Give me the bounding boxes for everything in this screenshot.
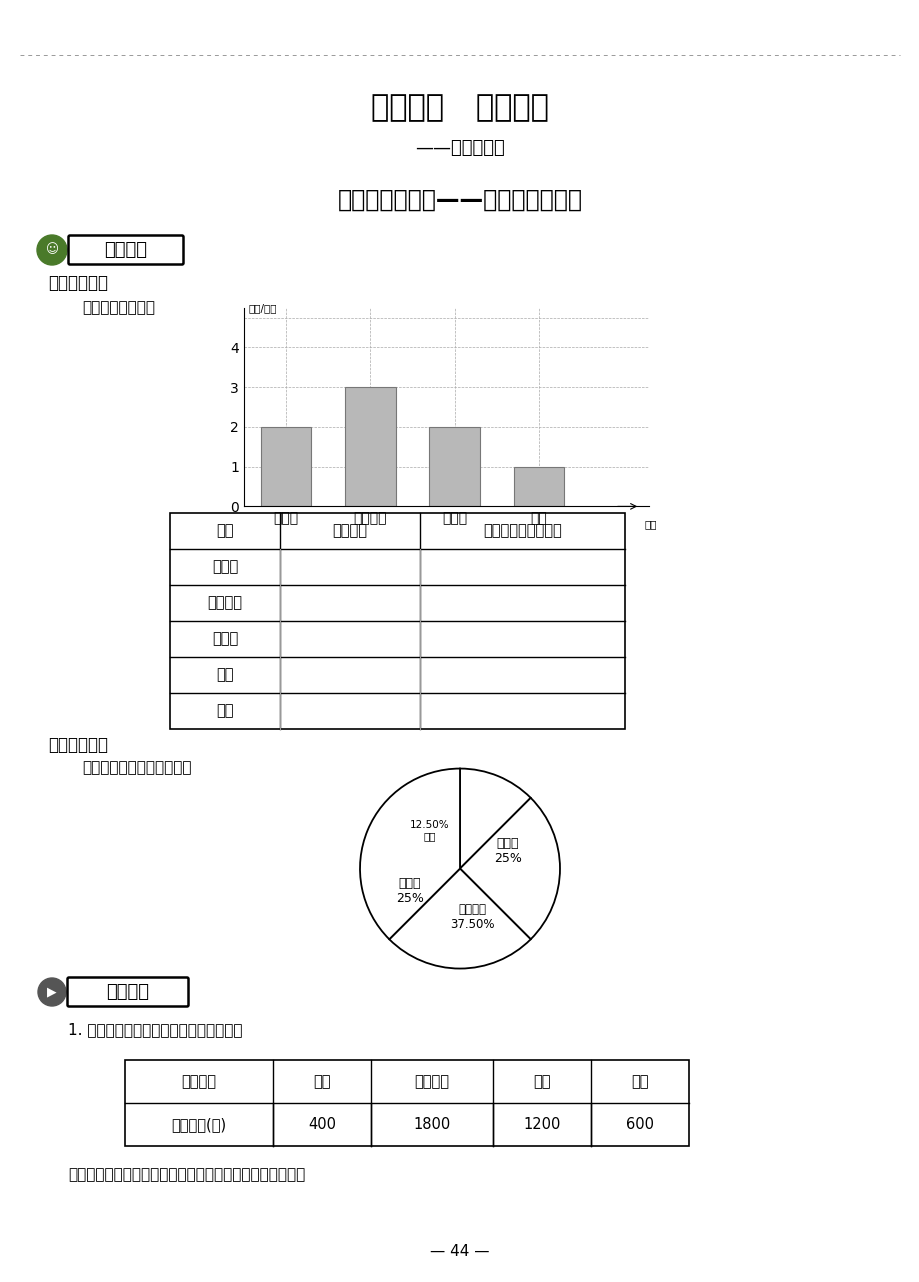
Text: 600: 600: [625, 1117, 653, 1132]
Text: 大件商品: 大件商品: [414, 1074, 449, 1088]
Text: 户外活动
37.50%: 户外活动 37.50%: [449, 903, 494, 931]
Text: — 44 —: — 44 —: [430, 1245, 489, 1259]
Bar: [125, 1060, 688, 1146]
Text: 总计: 总计: [216, 704, 233, 718]
Bar: [513, 467, 563, 506]
Circle shape: [38, 978, 66, 1006]
Bar: [429, 427, 480, 506]
Text: ▶: ▶: [47, 986, 57, 999]
Text: 娱乐: 娱乐: [312, 1074, 331, 1088]
Circle shape: [37, 235, 67, 265]
FancyBboxPatch shape: [67, 977, 188, 1006]
Text: 400: 400: [308, 1117, 335, 1132]
Text: 根据统计图填表。: 根据统计图填表。: [82, 300, 154, 315]
Text: 12.50%
画画: 12.50% 画画: [410, 819, 449, 841]
Text: 画画: 画画: [216, 668, 233, 682]
Text: 二、新知速递: 二、新知速递: [48, 736, 108, 754]
Text: 前置作业: 前置作业: [105, 241, 147, 259]
Text: 请你根据表中的数据，先计算，再完成下面的扇形统计图。: 请你根据表中的数据，先计算，再完成下面的扇形统计图。: [68, 1168, 305, 1182]
Text: 观察下图，说说你的认识。: 观察下图，说说你的认识。: [82, 760, 191, 776]
Text: 时间/小时: 时间/小时: [248, 304, 277, 314]
Text: 支出金额(元): 支出金额(元): [171, 1117, 226, 1132]
Text: 第五单元   奥运奖牌: 第五单元 奥运奖牌: [370, 94, 549, 123]
Text: 写作业
25%: 写作业 25%: [396, 877, 424, 905]
Text: 其他: 其他: [630, 1074, 648, 1088]
Text: 户外活动: 户外活动: [208, 596, 243, 610]
Wedge shape: [389, 869, 530, 969]
Wedge shape: [359, 768, 460, 940]
FancyBboxPatch shape: [68, 236, 183, 264]
Text: 中国奥运金牌榜——认识扇形统计图: 中国奥运金牌榜——认识扇形统计图: [337, 188, 582, 212]
Text: ——扇形统计图: ——扇形统计图: [414, 138, 505, 156]
Text: 时间安排: 时间安排: [332, 523, 367, 538]
Text: 食品: 食品: [533, 1074, 550, 1088]
Text: 1200: 1200: [523, 1117, 560, 1132]
Text: 消费项目: 消费项目: [181, 1074, 216, 1088]
Text: ☺: ☺: [45, 244, 59, 256]
Text: 课堂作业: 课堂作业: [107, 983, 150, 1001]
Bar: [345, 387, 395, 506]
Text: 做家务: 做家务: [211, 632, 238, 646]
Text: 事项: 事项: [643, 519, 656, 529]
Bar: [170, 513, 624, 729]
Text: 约占总时间的百分比: 约占总时间的百分比: [482, 523, 562, 538]
Text: 安排: 安排: [216, 523, 233, 538]
Wedge shape: [460, 797, 560, 940]
Text: 一、旧知链接: 一、旧知链接: [48, 274, 108, 292]
Text: 写作业: 写作业: [211, 559, 238, 574]
Text: 做家务
25%: 做家务 25%: [494, 837, 521, 864]
Wedge shape: [460, 768, 530, 869]
Text: 1800: 1800: [413, 1117, 450, 1132]
Bar: [260, 427, 311, 506]
Text: 1. 小明家上个月各项消费支出情况如下：: 1. 小明家上个月各项消费支出情况如下：: [68, 1023, 243, 1037]
